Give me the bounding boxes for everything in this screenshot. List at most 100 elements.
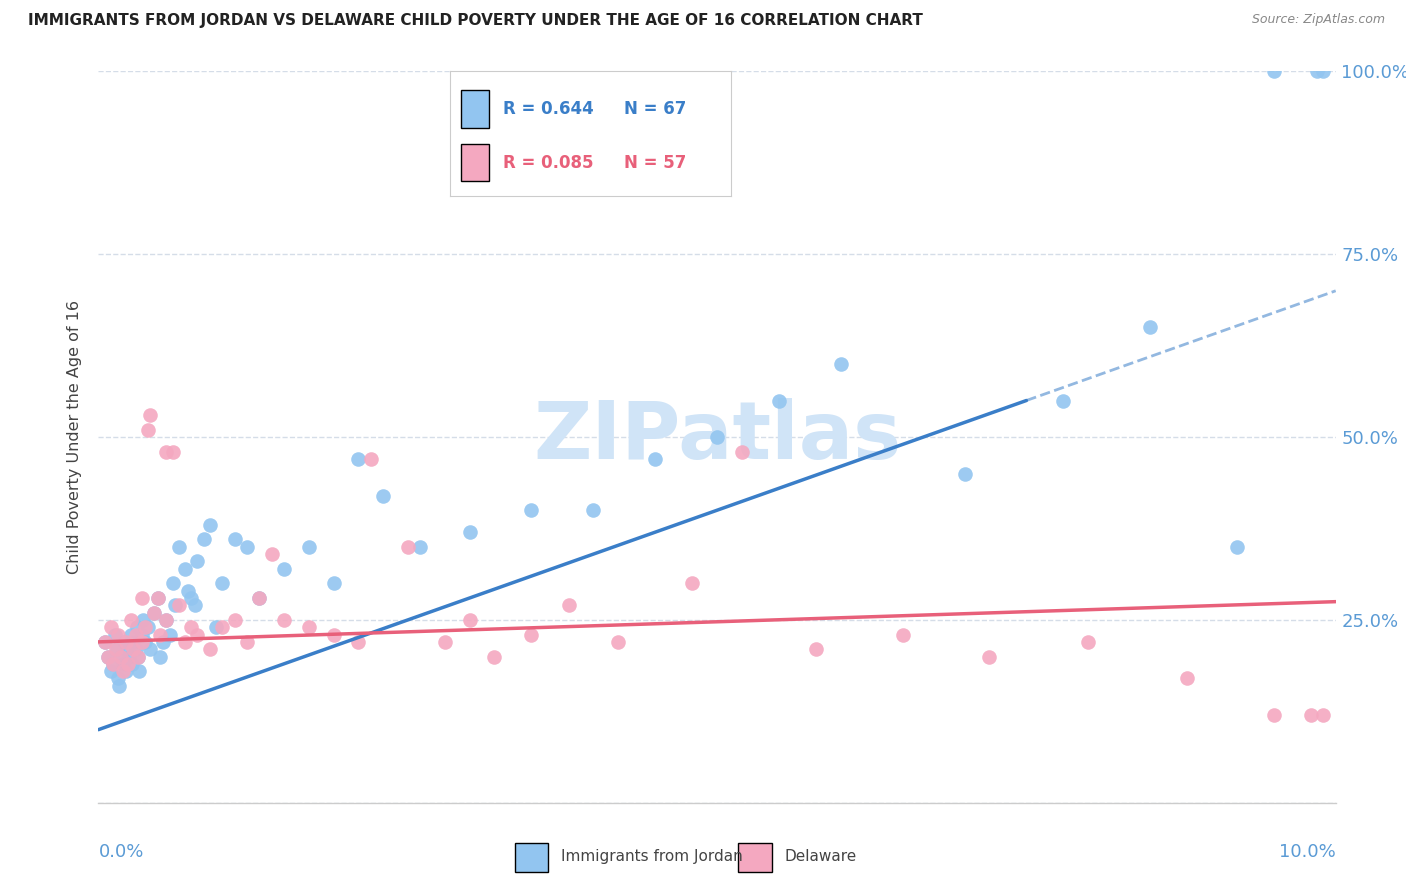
Point xyxy=(198,517,221,532)
Point xyxy=(97,649,120,664)
Point xyxy=(186,627,208,641)
Point xyxy=(104,642,127,657)
Point xyxy=(128,664,150,678)
Point xyxy=(93,635,115,649)
Point xyxy=(146,591,169,605)
Point xyxy=(520,503,543,517)
Point xyxy=(273,562,295,576)
Point xyxy=(162,576,184,591)
Point xyxy=(124,642,146,657)
Point xyxy=(103,657,125,671)
Text: R = 0.085: R = 0.085 xyxy=(503,153,593,171)
Text: N = 57: N = 57 xyxy=(624,153,686,171)
Point xyxy=(118,649,141,664)
Point xyxy=(174,562,197,576)
Point xyxy=(371,489,394,503)
Point xyxy=(134,635,156,649)
Point xyxy=(115,642,138,657)
Point xyxy=(298,540,321,554)
Point xyxy=(1139,320,1161,334)
Point xyxy=(180,620,202,634)
Point xyxy=(184,599,207,613)
Point xyxy=(131,635,153,649)
Point xyxy=(152,635,174,649)
Point xyxy=(1263,708,1285,723)
Point xyxy=(125,620,148,634)
Point xyxy=(205,620,228,634)
Point xyxy=(731,444,754,458)
Point xyxy=(891,627,914,641)
Point xyxy=(198,642,221,657)
Point xyxy=(360,452,382,467)
Point xyxy=(768,393,790,408)
Point xyxy=(139,642,162,657)
Point xyxy=(103,657,125,671)
Point xyxy=(322,576,344,591)
Point xyxy=(322,627,344,641)
Point xyxy=(409,540,432,554)
Point xyxy=(1299,708,1322,723)
Point xyxy=(211,576,233,591)
Text: IMMIGRANTS FROM JORDAN VS DELAWARE CHILD POVERTY UNDER THE AGE OF 16 CORRELATION: IMMIGRANTS FROM JORDAN VS DELAWARE CHILD… xyxy=(28,13,922,29)
FancyBboxPatch shape xyxy=(461,144,489,181)
Point xyxy=(273,613,295,627)
FancyBboxPatch shape xyxy=(738,843,772,872)
FancyBboxPatch shape xyxy=(461,90,489,128)
Point xyxy=(132,613,155,627)
Point xyxy=(120,627,142,641)
Point xyxy=(224,533,246,547)
Point xyxy=(180,591,202,605)
Point xyxy=(114,635,136,649)
Point xyxy=(582,503,605,517)
Point xyxy=(93,635,115,649)
Point xyxy=(1312,708,1334,723)
Point xyxy=(211,620,233,634)
Point xyxy=(117,657,139,671)
Point xyxy=(804,642,827,657)
Point xyxy=(134,620,156,634)
Point xyxy=(131,627,153,641)
Point xyxy=(458,613,481,627)
Point xyxy=(110,649,132,664)
Point xyxy=(396,540,419,554)
Point xyxy=(458,525,481,540)
Point xyxy=(149,627,172,641)
Point xyxy=(347,635,370,649)
Point xyxy=(100,664,122,678)
Point xyxy=(1263,64,1285,78)
Point xyxy=(155,444,177,458)
Point xyxy=(97,649,120,664)
Point xyxy=(114,664,136,678)
Point xyxy=(121,657,143,671)
Point xyxy=(110,649,132,664)
Text: Source: ZipAtlas.com: Source: ZipAtlas.com xyxy=(1251,13,1385,27)
Point xyxy=(122,635,145,649)
Point xyxy=(105,642,128,657)
Point xyxy=(1312,64,1334,78)
Text: 10.0%: 10.0% xyxy=(1279,843,1336,861)
Point xyxy=(103,627,125,641)
Point xyxy=(433,635,456,649)
Point xyxy=(143,606,166,620)
Text: Delaware: Delaware xyxy=(785,849,856,863)
Point xyxy=(167,599,190,613)
Point xyxy=(162,444,184,458)
Point xyxy=(127,649,149,664)
Point xyxy=(107,672,129,686)
Point xyxy=(1306,64,1329,78)
Point xyxy=(236,540,259,554)
Point xyxy=(112,635,135,649)
Point xyxy=(139,408,162,422)
Point xyxy=(520,627,543,641)
Point xyxy=(112,657,135,671)
Point xyxy=(165,599,187,613)
FancyBboxPatch shape xyxy=(515,843,548,872)
Point xyxy=(1052,393,1074,408)
Text: Immigrants from Jordan: Immigrants from Jordan xyxy=(561,849,742,863)
Point xyxy=(644,452,666,467)
Point xyxy=(979,649,1001,664)
Text: ZIPatlas: ZIPatlas xyxy=(533,398,901,476)
Point xyxy=(108,679,131,693)
Point xyxy=(260,547,283,561)
Point xyxy=(193,533,215,547)
